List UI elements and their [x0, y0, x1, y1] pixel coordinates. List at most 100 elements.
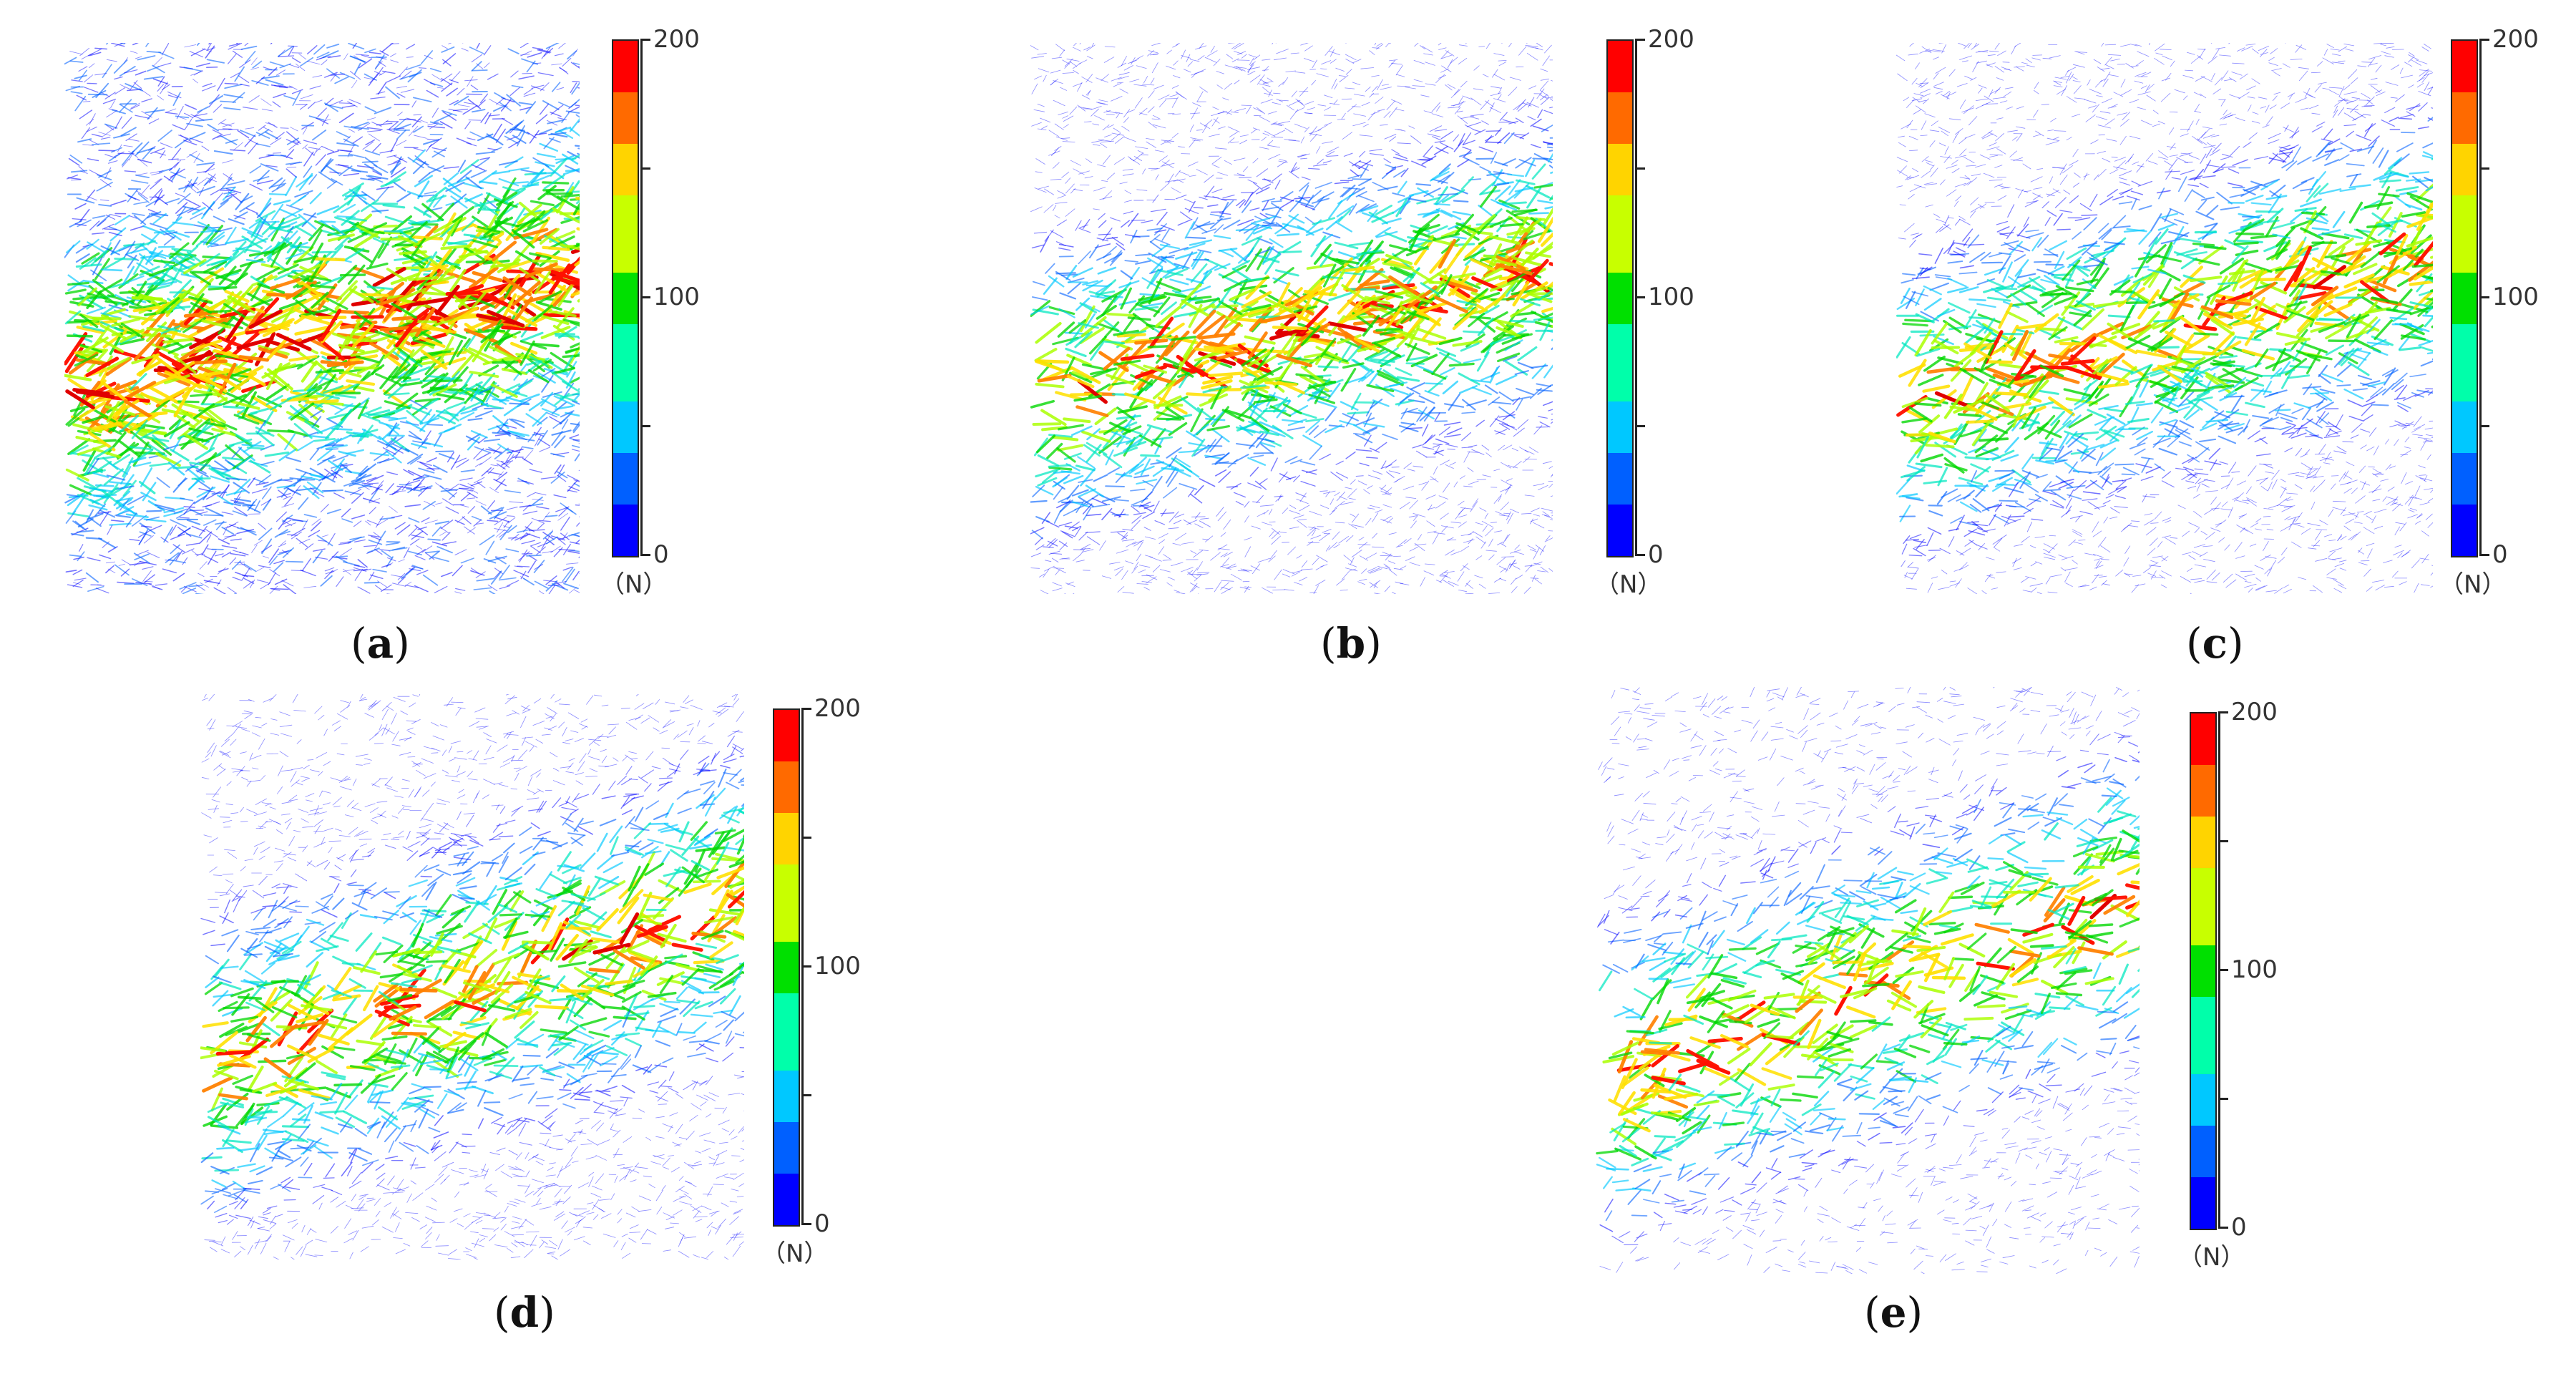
force-chain-segment [364, 545, 376, 547]
force-chain-segment [522, 578, 535, 586]
force-chain-segment [1289, 459, 1303, 464]
force-chain-segment [1328, 291, 1352, 301]
force-chain-segment [1088, 336, 1107, 355]
force-chain-segment [560, 193, 580, 198]
force-chain-segment [1528, 212, 1550, 215]
force-chain-segment [1030, 305, 1050, 316]
force-chain-segment [489, 511, 507, 520]
force-chain-segment [1377, 303, 1406, 315]
force-chain-segment [114, 43, 124, 47]
force-chain-segment [480, 112, 489, 123]
force-chain-segment [1249, 395, 1262, 417]
force-chain-segment [1465, 580, 1470, 587]
force-chain-segment [1365, 517, 1372, 526]
force-chain-segment [571, 82, 580, 95]
force-chain-segment [334, 555, 348, 558]
force-chain-segment [89, 169, 102, 177]
force-chain-segment [566, 256, 580, 275]
force-chain-segment [180, 273, 200, 279]
force-chain-segment [74, 203, 87, 210]
force-chain-segment [539, 142, 558, 152]
force-chain-segment [512, 379, 529, 396]
force-chain-segment [74, 578, 87, 581]
force-chain-segment [441, 532, 451, 541]
force-chain-segment [1460, 563, 1468, 572]
force-chain-segment [495, 557, 507, 565]
force-chain-segment [1135, 253, 1151, 257]
force-chain-segment [475, 232, 504, 253]
force-chain-segment [347, 101, 358, 107]
force-chain-segment [310, 409, 323, 419]
force-chain-segment [309, 192, 322, 205]
force-chain-segment [1236, 198, 1245, 207]
force-chain-segment [91, 133, 104, 137]
force-chain-segment [105, 565, 114, 574]
force-chain-segment [1130, 229, 1138, 244]
force-chain-segment [318, 540, 327, 542]
force-chain-segment [193, 494, 208, 505]
force-chain-segment [131, 142, 143, 154]
force-chain-segment [551, 63, 562, 66]
force-chain-segment [1544, 44, 1552, 54]
force-chain-segment [1282, 77, 1289, 85]
force-chain-segment [288, 141, 301, 150]
force-chain-segment [83, 336, 109, 353]
force-chain-segment [77, 287, 98, 307]
force-chain-segment [1165, 406, 1185, 420]
force-chain-segment [422, 574, 439, 586]
force-chain-segment [209, 95, 223, 104]
force-chain-segment [1038, 68, 1050, 73]
force-chain-segment [134, 332, 162, 361]
force-chain-segment [1080, 547, 1086, 555]
force-chain-segment [1530, 118, 1542, 127]
force-chain-segment [368, 539, 383, 545]
force-chain-segment [509, 128, 525, 132]
force-chain-segment [1380, 519, 1392, 524]
force-chain-segment [1336, 491, 1346, 502]
force-chain-segment [1236, 59, 1250, 61]
force-chain-segment [1534, 321, 1553, 328]
force-chain-segment [498, 471, 504, 477]
force-chain-segment [1353, 113, 1367, 117]
force-chain-segment [1307, 527, 1317, 537]
force-chain-segment [494, 570, 502, 579]
force-chain-segment [77, 444, 107, 456]
force-chain-segment [1357, 581, 1365, 585]
force-chain-segment [183, 140, 197, 146]
force-chain-segment [470, 84, 479, 91]
force-chain-segment [1294, 123, 1307, 129]
force-chain-segment [470, 235, 494, 243]
force-chain-segment [155, 504, 175, 510]
force-chain-segment [308, 174, 318, 185]
force-chain-segment [570, 321, 580, 327]
force-chain-segment [1210, 359, 1232, 369]
force-chain-segment [82, 449, 97, 472]
force-chain-segment [1482, 74, 1489, 77]
force-chain-segment [1420, 94, 1430, 97]
force-chain-segment [1262, 59, 1271, 61]
force-chain-segment [1184, 208, 1199, 214]
force-chain-segment [1262, 69, 1269, 71]
force-chain-segment [104, 228, 117, 230]
force-chain-segment [1161, 140, 1175, 142]
force-chain-segment [1191, 567, 1198, 575]
force-chain-segment [1345, 451, 1356, 459]
force-chain-segment [1063, 474, 1084, 484]
force-chain-segment [1541, 124, 1553, 132]
force-chain-segment [1329, 510, 1336, 515]
force-chain-segment [1374, 593, 1381, 594]
force-chain-segment [218, 538, 230, 545]
force-chain-segment [1489, 102, 1495, 112]
force-chain-segment [531, 84, 545, 89]
force-chain-segment [454, 457, 467, 464]
force-chain-segment [1159, 243, 1181, 250]
force-chain-segment [464, 121, 471, 130]
force-chain-segment [319, 473, 336, 483]
force-chain-segment [1289, 510, 1301, 515]
force-chain-segment [385, 483, 394, 494]
force-chain-segment [1478, 146, 1494, 152]
force-chain-segment [489, 487, 499, 494]
force-chain-segment [1221, 587, 1233, 594]
force-chain-segment [233, 550, 242, 553]
force-chain-segment [431, 107, 439, 118]
